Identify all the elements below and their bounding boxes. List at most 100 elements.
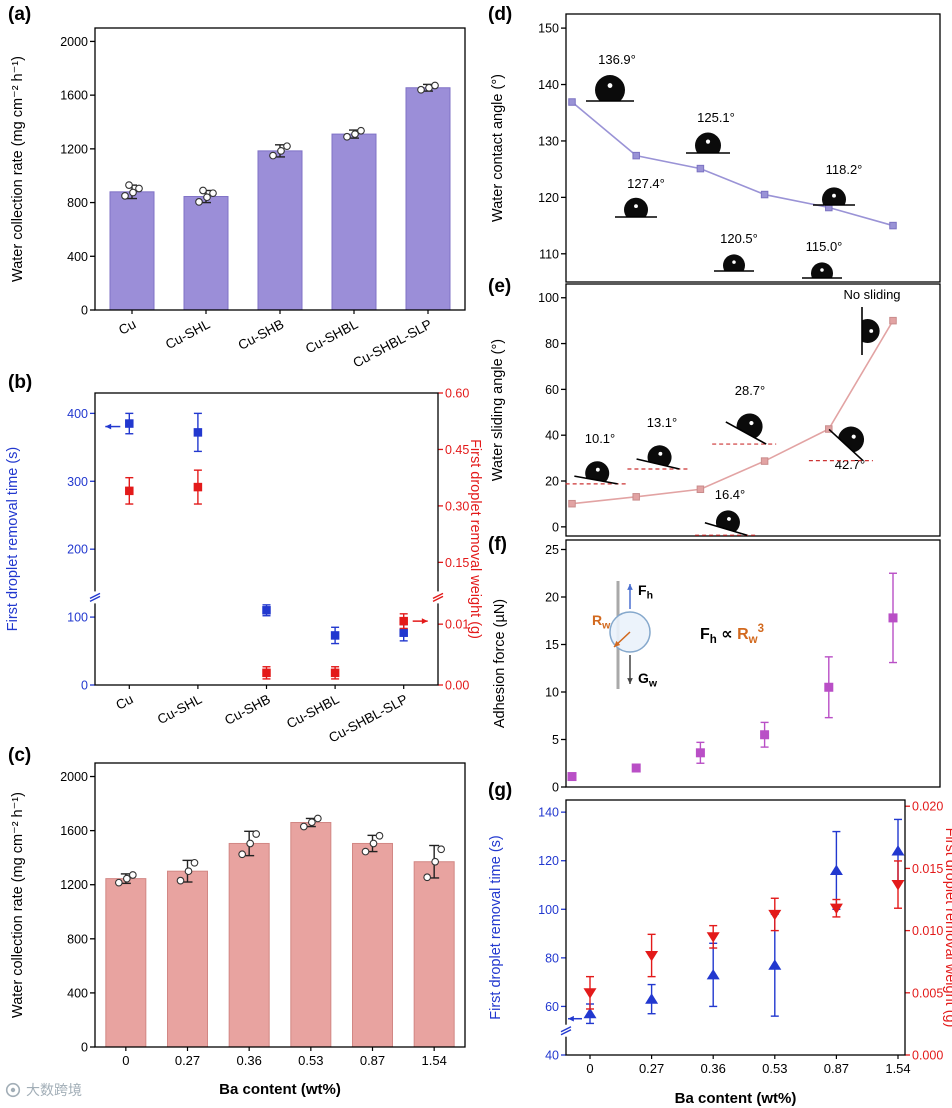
svg-text:1200: 1200 <box>60 878 88 892</box>
svg-text:Cu: Cu <box>116 316 138 337</box>
svg-text:0.27: 0.27 <box>639 1061 664 1076</box>
svg-text:140: 140 <box>538 78 559 92</box>
svg-text:42.7°: 42.7° <box>835 457 866 472</box>
svg-text:0.00: 0.00 <box>445 679 469 693</box>
svg-text:800: 800 <box>67 932 88 946</box>
svg-text:1.54: 1.54 <box>422 1053 447 1068</box>
svg-text:15: 15 <box>545 638 559 652</box>
panel-b-chart: 0 100 200 300 400 0.00 0.01 0.15 0.30 0.45 0.60 Cu C… <box>5 387 483 746</box>
svg-text:150: 150 <box>538 22 559 36</box>
svg-text:400: 400 <box>67 407 88 421</box>
svg-text:130: 130 <box>538 134 559 148</box>
svg-text:120.5°: 120.5° <box>720 231 758 246</box>
svg-text:Cu-SHL: Cu-SHL <box>155 691 205 727</box>
svg-text:140: 140 <box>538 806 559 820</box>
svg-text:0.01: 0.01 <box>445 618 469 632</box>
svg-text:136.9°: 136.9° <box>598 52 636 67</box>
svg-text:115.0°: 115.0° <box>806 239 843 254</box>
svg-text:Cu-SHB: Cu-SHB <box>222 691 273 727</box>
svg-text:Cu: Cu <box>113 691 135 712</box>
svg-text:80: 80 <box>545 951 559 965</box>
panel-label-d: (d) <box>488 4 513 25</box>
panel-f-chart: 0 5 10 15 20 25 Adhesion force (µN) Fh Gw Rw Fh ∝ … <box>492 539 941 795</box>
svg-text:0.53: 0.53 <box>298 1053 323 1068</box>
svg-text:0.30: 0.30 <box>445 499 469 513</box>
svg-text:1600: 1600 <box>60 89 88 103</box>
svg-text:Cu-SHBL-SLP: Cu-SHBL-SLP <box>326 691 410 745</box>
watermark-logo-icon <box>5 1082 21 1098</box>
svg-text:100: 100 <box>538 291 559 305</box>
svg-text:200: 200 <box>67 543 88 557</box>
svg-text:Gw: Gw <box>638 670 658 690</box>
svg-text:0: 0 <box>81 1041 88 1055</box>
panel-e-chart: 0 20 40 60 80 100 10.1° 13.1° 16.4° 28.7° 42.7° No … <box>490 283 941 537</box>
svg-text:100: 100 <box>538 903 559 917</box>
svg-text:0.45: 0.45 <box>445 443 469 457</box>
svg-text:40: 40 <box>545 1049 559 1063</box>
svg-text:127.4°: 127.4° <box>627 176 665 191</box>
svg-text:Cu-SHB: Cu-SHB <box>236 316 287 352</box>
svg-text:60: 60 <box>545 383 559 397</box>
svg-text:0.020: 0.020 <box>912 800 943 814</box>
svg-text:10.1°: 10.1° <box>585 431 616 446</box>
svg-text:300: 300 <box>67 475 88 489</box>
svg-text:5: 5 <box>552 733 559 747</box>
svg-text:First droplet removal weight (: First droplet removal weight (g) <box>467 439 483 639</box>
panel-d-chart: 110 120 130 140 150 136.9° 127.4° 125.1° 120.5° 1… <box>490 13 941 283</box>
svg-text:Rw: Rw <box>592 612 611 632</box>
svg-text:20: 20 <box>545 475 559 489</box>
svg-text:25: 25 <box>545 543 559 557</box>
panel-a-chart: 0 400 800 1200 1600 2000 Cu Cu-SHL Cu-SHB Cu-SHBL… <box>10 27 466 371</box>
svg-text:100: 100 <box>67 611 88 625</box>
watermark: 大数跨境 <box>5 1080 82 1100</box>
svg-text:0.15: 0.15 <box>445 556 469 570</box>
svg-text:0.015: 0.015 <box>912 862 943 876</box>
svg-text:Ba content (wt%): Ba content (wt%) <box>675 1090 797 1107</box>
svg-text:60: 60 <box>545 1000 559 1014</box>
panel-g-chart: 40 60 80 100 120 140 0.000 0.005 0.010 0.015 0.020… <box>488 799 952 1107</box>
watermark-text: 大数跨境 <box>26 1082 82 1098</box>
svg-text:0: 0 <box>81 304 88 318</box>
svg-text:118.2°: 118.2° <box>826 162 863 177</box>
panel-label-g: (g) <box>488 780 513 801</box>
svg-text:13.1°: 13.1° <box>647 415 678 430</box>
svg-text:110: 110 <box>539 247 559 261</box>
svg-text:0.36: 0.36 <box>701 1061 726 1076</box>
svg-text:Water contact angle (°): Water contact angle (°) <box>490 74 506 222</box>
svg-text:0.010: 0.010 <box>912 924 943 938</box>
svg-text:80: 80 <box>545 337 559 351</box>
svg-text:Cu-SHBL: Cu-SHBL <box>303 316 361 356</box>
svg-text:Water collection rate (mg cm⁻²: Water collection rate (mg cm⁻² h⁻¹) <box>10 56 26 282</box>
panel-label-f: (f) <box>488 534 507 555</box>
svg-text:0: 0 <box>81 679 88 693</box>
svg-text:Cu-SHL: Cu-SHL <box>163 316 213 352</box>
svg-text:0.000: 0.000 <box>912 1049 943 1063</box>
svg-text:0.005: 0.005 <box>912 986 943 1000</box>
svg-text:0.87: 0.87 <box>360 1053 385 1068</box>
svg-text:Fh: Fh <box>638 582 653 602</box>
svg-text:Ba content (wt%): Ba content (wt%) <box>219 1081 341 1098</box>
svg-text:Adhesion force (µN): Adhesion force (µN) <box>492 599 508 728</box>
svg-text:28.7°: 28.7° <box>735 383 766 398</box>
svg-text:0: 0 <box>552 520 559 534</box>
panel-label-b: (b) <box>8 372 33 393</box>
svg-text:First droplet removal time (s): First droplet removal time (s) <box>488 835 504 1020</box>
svg-text:125.1°: 125.1° <box>697 110 735 125</box>
svg-text:0.53: 0.53 <box>762 1061 787 1076</box>
svg-text:Cu-SHBL-SLP: Cu-SHBL-SLP <box>351 316 435 370</box>
svg-text:800: 800 <box>67 196 88 210</box>
svg-text:0: 0 <box>586 1061 593 1076</box>
svg-text:0.27: 0.27 <box>175 1053 200 1068</box>
svg-text:400: 400 <box>67 250 88 264</box>
svg-text:Water collection rate (mg cm⁻²: Water collection rate (mg cm⁻² h⁻¹) <box>10 792 26 1018</box>
svg-text:Fh ∝ Rw3: Fh ∝ Rw3 <box>700 623 764 646</box>
svg-text:10: 10 <box>545 686 559 700</box>
svg-text:1600: 1600 <box>60 824 88 838</box>
svg-text:0.36: 0.36 <box>237 1053 262 1068</box>
panel-label-e: (e) <box>488 276 512 297</box>
svg-text:1.54: 1.54 <box>885 1061 910 1076</box>
svg-text:First droplet removal weight (: First droplet removal weight (g) <box>942 828 952 1028</box>
svg-text:0.87: 0.87 <box>824 1061 849 1076</box>
panel-label-c: (c) <box>8 745 32 766</box>
